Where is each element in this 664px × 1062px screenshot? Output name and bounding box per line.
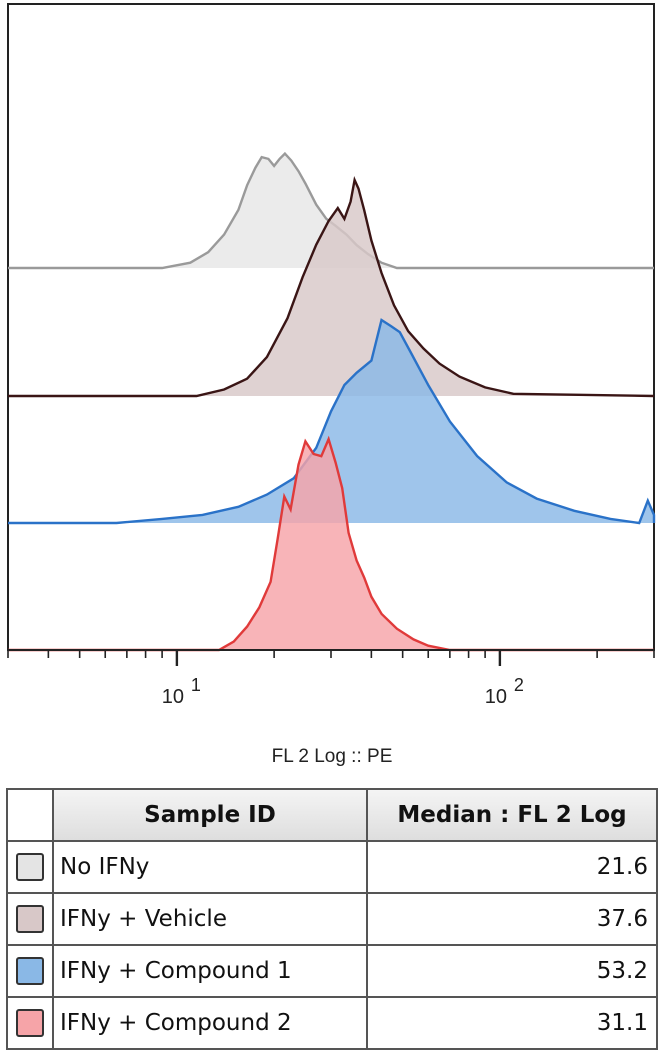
median-cell: 53.2 xyxy=(366,944,658,998)
table-header-blank xyxy=(6,788,54,842)
color-swatch xyxy=(16,853,44,881)
color-swatch xyxy=(16,1009,44,1037)
sample-id-cell: IFNy + Vehicle xyxy=(52,892,368,946)
series-area-3 xyxy=(8,320,654,523)
series-area-4 xyxy=(8,439,654,650)
table-row: No IFNy 21.6 xyxy=(6,840,658,894)
swatch-cell xyxy=(6,944,54,998)
x-axis-title: FL 2 Log :: PE xyxy=(271,746,393,767)
sample-id-cell: IFNy + Compound 2 xyxy=(52,996,368,1050)
table-header-row: Sample ID Median : FL 2 Log xyxy=(6,788,658,842)
sample-id-cell: IFNy + Compound 1 xyxy=(52,944,368,998)
color-swatch xyxy=(16,905,44,933)
histogram-chart: 10 1 10 2 xyxy=(7,3,656,708)
x-tick-label: 10 xyxy=(485,686,507,708)
legend-table: Sample ID Median : FL 2 Log No IFNy 21.6… xyxy=(6,788,658,1050)
median-cell: 31.1 xyxy=(366,996,658,1050)
swatch-cell xyxy=(6,840,54,894)
table-header-median: Median : FL 2 Log xyxy=(366,788,658,842)
x-tick-label-exponent: 1 xyxy=(191,675,201,695)
x-tick-label: 10 xyxy=(162,686,184,708)
median-cell: 37.6 xyxy=(366,892,658,946)
table-row: IFNy + Compound 2 31.1 xyxy=(6,996,658,1050)
series-line-4 xyxy=(8,435,654,652)
table-header-sample-id: Sample ID xyxy=(52,788,368,842)
series-line-2 xyxy=(8,176,655,398)
swatch-cell xyxy=(6,996,54,1050)
series-area-2 xyxy=(8,180,654,396)
median-cell: 21.6 xyxy=(366,840,658,894)
chart-svg: 10 1 10 2 xyxy=(7,3,656,708)
x-tick-label-exponent: 2 xyxy=(514,675,524,695)
sample-id-cell: No IFNy xyxy=(52,840,368,894)
color-swatch xyxy=(16,957,44,985)
series-line-3 xyxy=(8,318,656,525)
table-row: IFNy + Vehicle 37.6 xyxy=(6,892,658,946)
swatch-cell xyxy=(6,892,54,946)
table-row: IFNy + Compound 1 53.2 xyxy=(6,944,658,998)
